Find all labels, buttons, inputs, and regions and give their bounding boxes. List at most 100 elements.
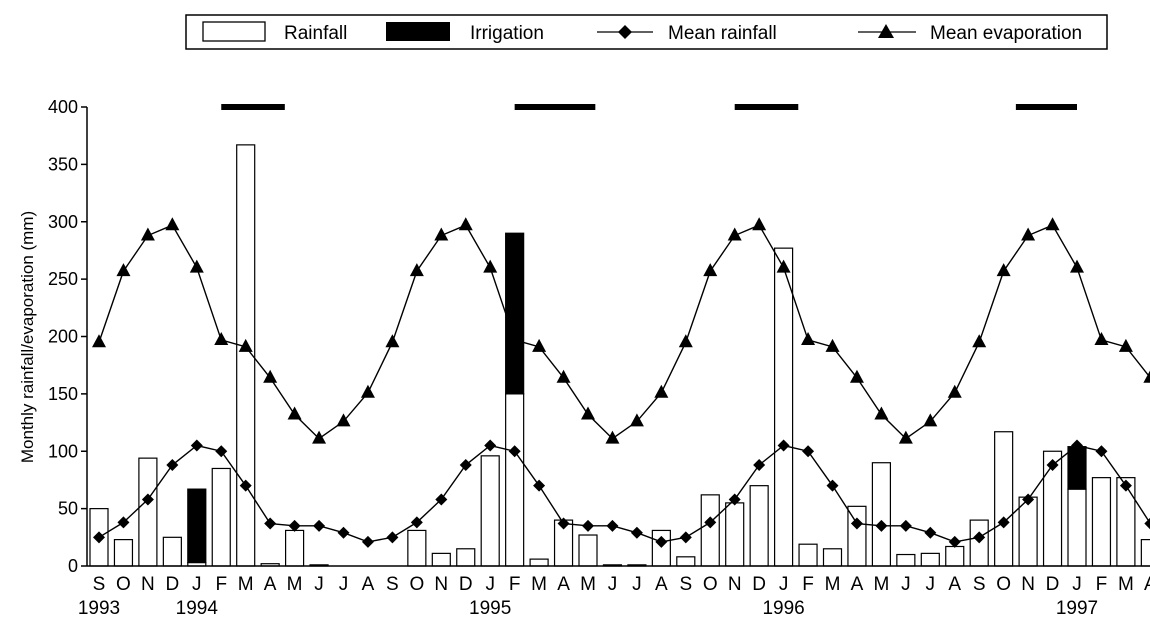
mean-rainfall-point xyxy=(630,526,643,539)
rainfall-bar xyxy=(896,553,916,567)
x-tick-label: M xyxy=(238,574,254,595)
irrigation-bar xyxy=(505,232,525,395)
legend-label-irrigation: Irrigation xyxy=(470,23,544,44)
mean-rainfall-point xyxy=(1119,479,1132,492)
x-tick-label: A xyxy=(264,574,277,595)
legend-label-rainfall: Rainfall xyxy=(284,23,347,44)
mean-evaporation-point xyxy=(727,227,742,241)
mean-rainfall-point xyxy=(288,519,301,532)
y-tick-label: 300 xyxy=(48,212,78,232)
rainfall-bar xyxy=(920,552,940,567)
mean-rainfall-line xyxy=(98,444,1150,543)
rainfall-bar xyxy=(578,534,598,567)
mean-rainfall-point xyxy=(924,526,937,539)
rainfall-bar xyxy=(480,455,500,567)
x-tick-label: D xyxy=(459,574,473,595)
x-tick-label: S xyxy=(93,574,106,595)
rainfall-bar xyxy=(676,556,696,567)
mean-rainfall-point xyxy=(826,479,839,492)
y-tick-label: 150 xyxy=(48,384,78,404)
x-tick-label: J xyxy=(314,574,324,595)
y-tick-label: 200 xyxy=(48,327,78,347)
mean-evaporation-point xyxy=(263,369,278,383)
x-tick-label: N xyxy=(141,574,155,595)
legend-swatch-irrigation xyxy=(386,22,450,41)
rainfall-bar xyxy=(822,548,843,567)
rainfall-bar xyxy=(431,552,451,567)
mean-evaporation-point xyxy=(898,430,913,444)
mean-evaporation-point xyxy=(996,263,1011,277)
mean-evaporation-point xyxy=(874,406,889,420)
mean-rainfall-point xyxy=(435,493,448,506)
mean-rainfall-point xyxy=(386,531,399,544)
legend-swatch-mean-evaporation xyxy=(858,24,916,38)
mean-rainfall-point xyxy=(1022,493,1035,506)
irrigation-bar xyxy=(187,488,207,564)
rainfall-bar xyxy=(285,529,305,567)
mean-evaporation-point xyxy=(507,331,522,345)
mean-rainfall-point xyxy=(875,519,888,532)
x-tick-label: D xyxy=(165,574,179,595)
x-tick-label: F xyxy=(509,574,521,595)
mean-evaporation-point xyxy=(1070,259,1084,273)
mean-evaporation-point xyxy=(703,263,718,277)
mean-rainfall-point xyxy=(679,531,692,544)
y-tick-label: 400 xyxy=(48,97,78,117)
legend-label-mean-rainfall: Mean rainfall xyxy=(668,23,777,44)
mean-rainfall-point xyxy=(313,519,326,532)
mean-evaporation-point xyxy=(654,384,669,398)
rainfall-bar xyxy=(1140,539,1150,567)
x-tick-label: A xyxy=(362,574,375,595)
x-tick-label: O xyxy=(996,574,1011,595)
mean-rainfall-point xyxy=(948,535,961,548)
mean-rainfall-point xyxy=(1071,439,1083,452)
mean-rainfall-point xyxy=(141,493,154,506)
rainfall-bar xyxy=(138,457,158,567)
mean-evaporation-point xyxy=(458,217,473,231)
rainfall-bar xyxy=(113,539,134,567)
mean-evaporation-point xyxy=(385,334,400,348)
mean-rainfall-point xyxy=(533,479,546,492)
mean-evaporation-point xyxy=(581,406,595,420)
x-tick-label: S xyxy=(679,574,692,595)
mean-evaporation-point xyxy=(678,334,693,348)
rainfall-bar xyxy=(700,494,720,567)
mean-rainfall-point xyxy=(508,445,521,458)
x-tick-label: A xyxy=(851,574,864,595)
mean-evaporation-point xyxy=(629,413,644,427)
rainfall-bar xyxy=(651,529,671,567)
rainfall-bar xyxy=(847,505,867,567)
mean-rainfall-point xyxy=(1095,445,1108,458)
mean-rainfall-point xyxy=(215,445,228,458)
rainfall-bar xyxy=(1091,477,1112,567)
x-tick-label: D xyxy=(752,574,766,595)
mean-evaporation-line xyxy=(98,224,1150,440)
x-tick-label: A xyxy=(948,574,961,595)
y-tick-label: 0 xyxy=(68,556,78,576)
mean-evaporation-point xyxy=(776,259,791,273)
y-axis: 0 50 100 150 200 250 300 350 400 xyxy=(48,97,88,576)
mean-evaporation-point xyxy=(1094,331,1109,345)
x-tick-label: J xyxy=(926,574,936,595)
year-label: 1996 xyxy=(762,598,804,617)
irrigation-bar xyxy=(1067,446,1087,490)
year-label: 1997 xyxy=(1056,598,1098,617)
mean-evaporation-point xyxy=(116,263,131,277)
mean-rainfall-point xyxy=(93,531,105,544)
rainfall-bar xyxy=(529,558,549,567)
x-tick-label: J xyxy=(1072,574,1082,595)
mean-evaporation-point xyxy=(140,227,155,241)
mean-evaporation-point xyxy=(923,413,938,427)
mean-rainfall-point xyxy=(728,493,741,506)
mean-rainfall-point xyxy=(753,459,766,472)
x-tick-label: F xyxy=(802,574,814,595)
mean-evaporation-point xyxy=(92,334,106,348)
x-tick-label: F xyxy=(1096,574,1108,595)
rainfall-bar xyxy=(505,393,525,567)
rainfall-bar xyxy=(1018,496,1038,567)
x-tick-label: A xyxy=(557,574,570,595)
rainfall-bar xyxy=(994,431,1014,567)
mean-rainfall-point xyxy=(166,459,179,472)
x-tick-label: N xyxy=(728,574,742,595)
